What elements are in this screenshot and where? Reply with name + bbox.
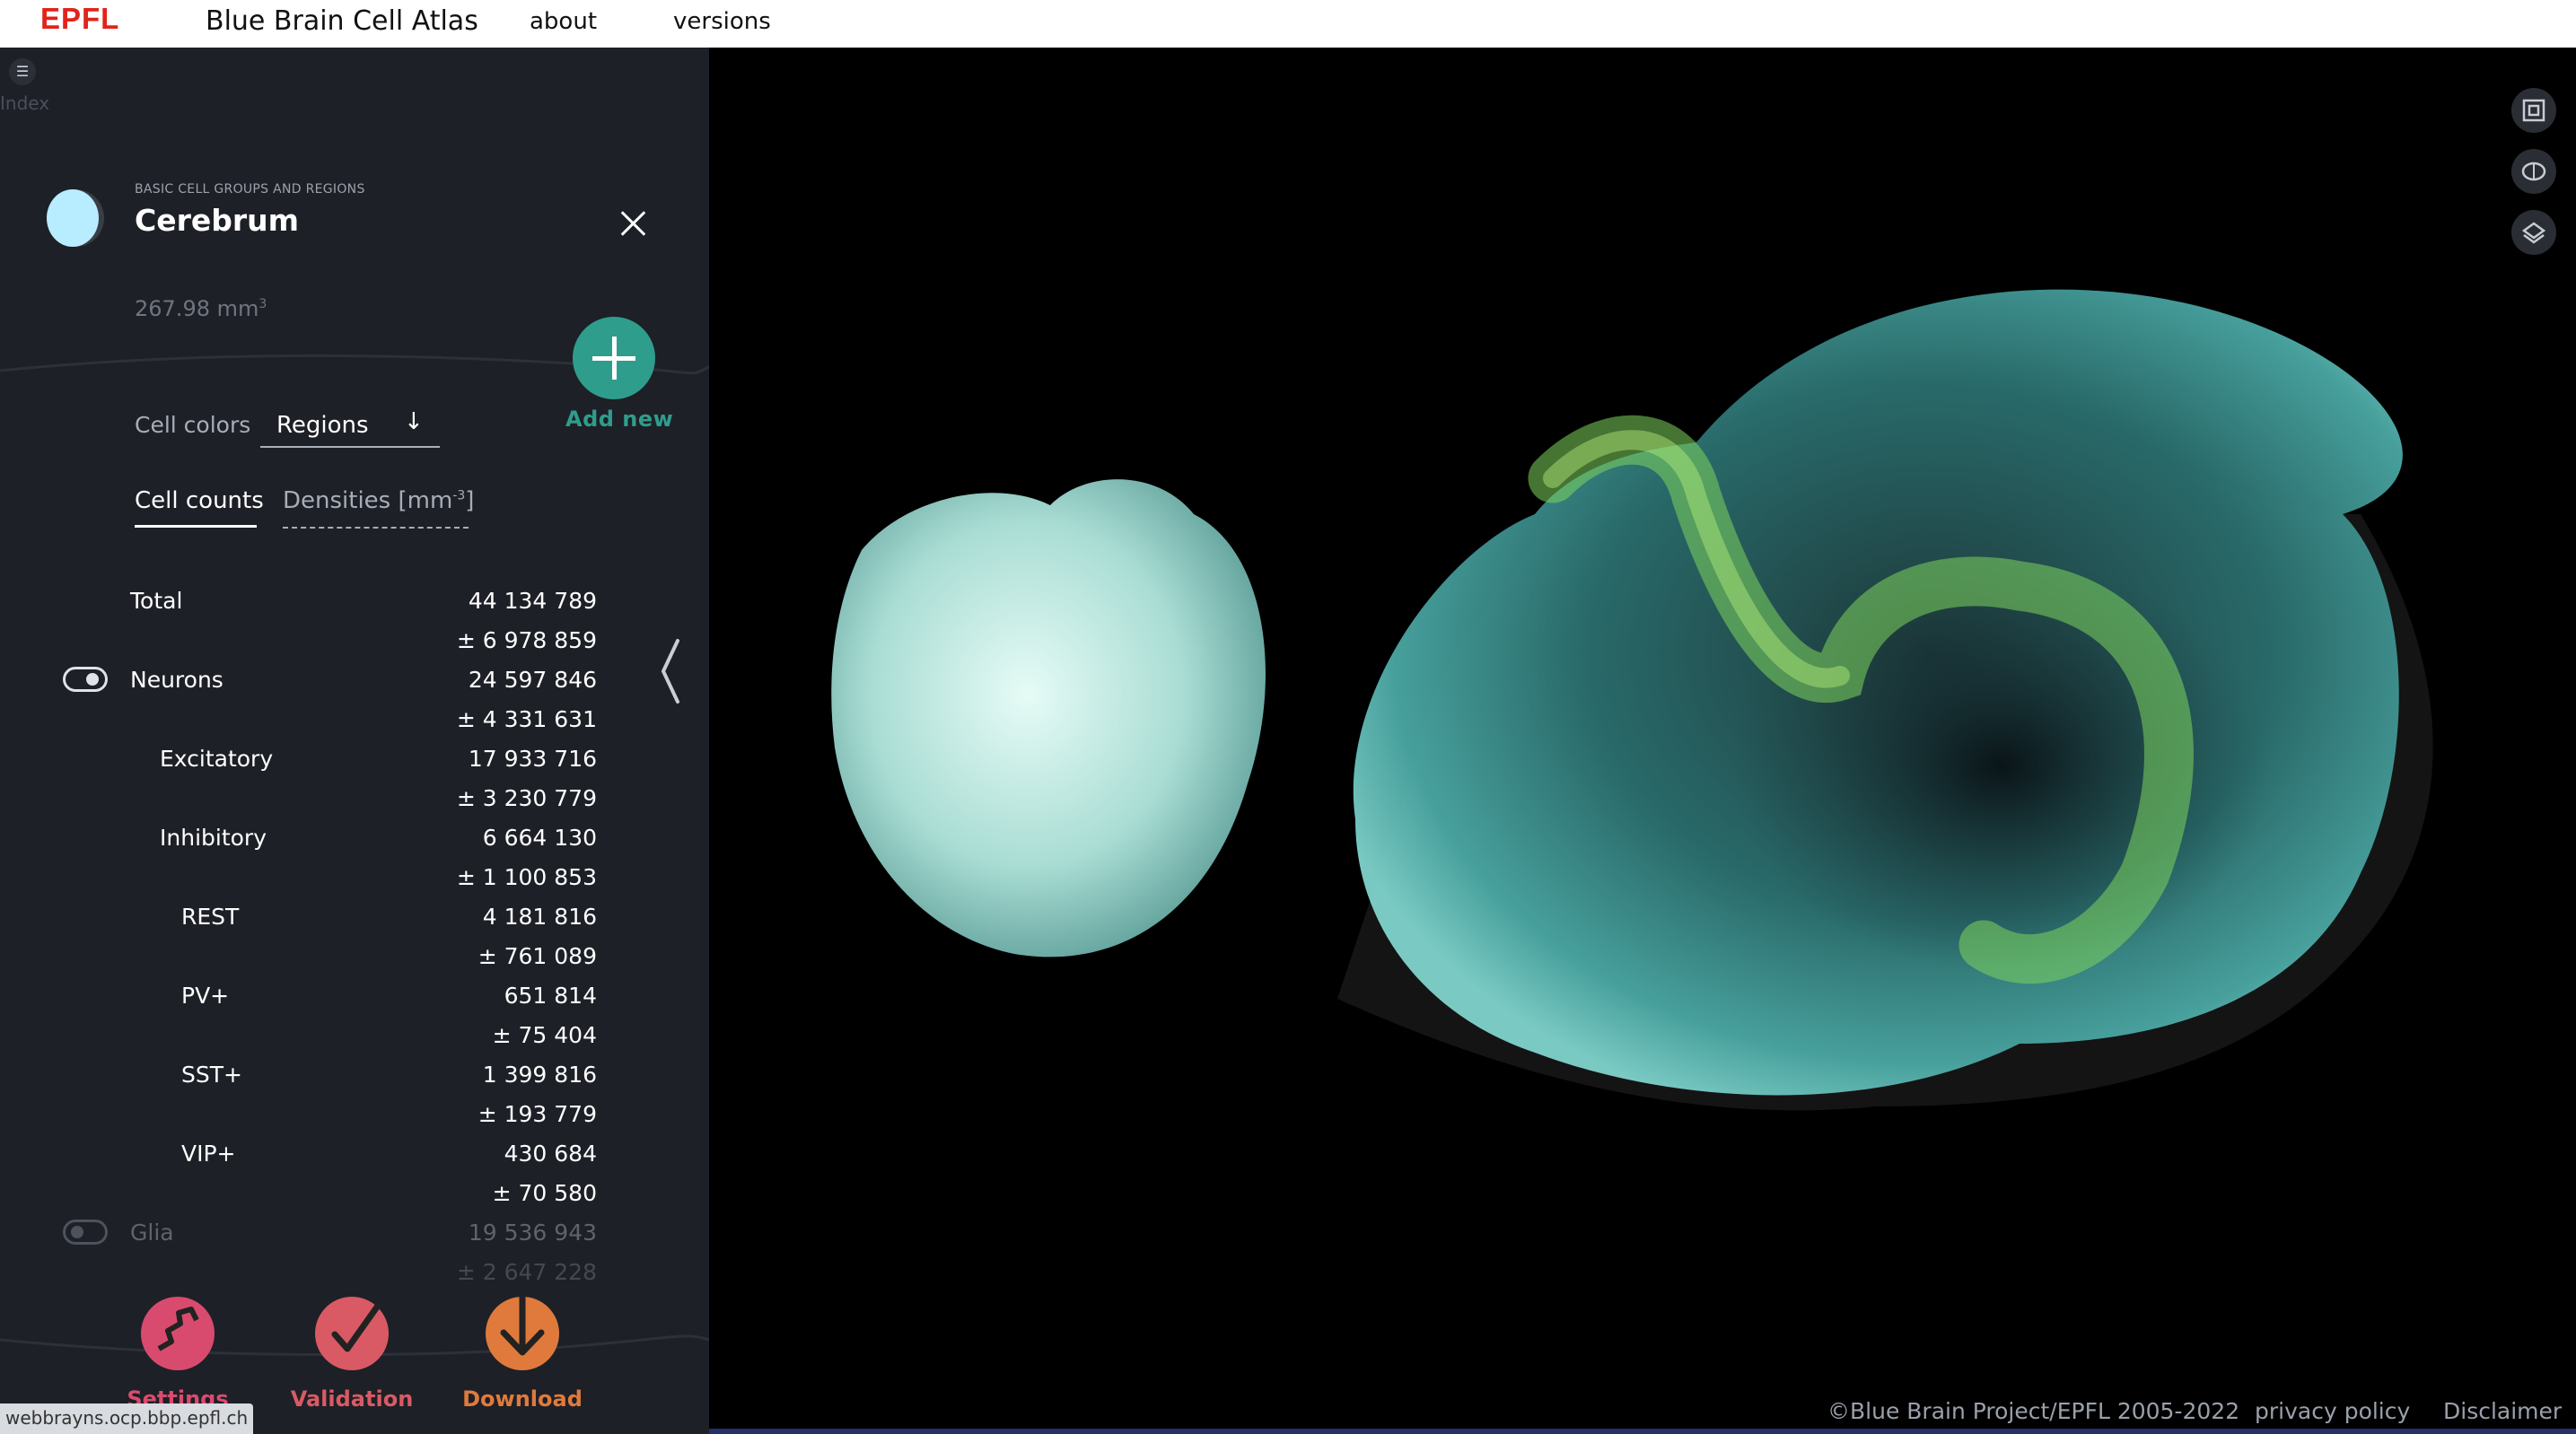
table-row: Neurons 24 597 846 ± 4 331 631 (0, 667, 709, 746)
row-value: 24 597 846 (468, 667, 597, 693)
row-label: REST (181, 904, 240, 930)
row-value: 44 134 789 (468, 588, 597, 614)
brain-view-icon[interactable] (2511, 149, 2556, 194)
table-row: REST 4 181 816 ± 761 089 (0, 904, 709, 983)
table-row: Inhibitory 6 664 130 ± 1 100 853 (0, 825, 709, 904)
region-volume-exponent: 3 (258, 297, 267, 311)
tab-densities-exponent: -3 (452, 488, 466, 503)
glia-toggle[interactable] (63, 1220, 108, 1245)
validation-icon (315, 1297, 389, 1370)
row-label: SST+ (181, 1062, 242, 1088)
row-error: ± 193 779 (478, 1101, 597, 1127)
row-error: ± 4 331 631 (456, 706, 597, 732)
index-label: Index (0, 92, 50, 114)
row-error: ± 2 647 228 (456, 1259, 597, 1285)
row-error: ± 75 404 (492, 1022, 597, 1048)
decorative-wave-bottom (0, 1334, 709, 1357)
table-row: PV+ 651 814 ± 75 404 (0, 983, 709, 1062)
row-label: VIP+ (181, 1141, 236, 1167)
row-label: PV+ (181, 983, 230, 1009)
cell-colors-select[interactable]: Regions ↓ (260, 403, 440, 448)
disclaimer-link[interactable]: Disclaimer (2443, 1398, 2563, 1424)
tab-densities-label: Densities [mm (283, 487, 453, 514)
chevron-left-icon[interactable] (651, 635, 687, 707)
brain-3d-viewer[interactable]: ©Blue Brain Project/EPFL 2005-2022 priva… (709, 48, 2576, 1434)
row-error: ± 1 100 853 (456, 864, 597, 890)
arrow-down-icon: ↓ (404, 408, 424, 435)
row-value: 19 536 943 (468, 1220, 597, 1246)
brain-render[interactable] (709, 48, 2576, 1434)
table-row: Total 44 134 789 ± 6 978 859 (0, 588, 709, 667)
row-error: ± 6 978 859 (456, 627, 597, 653)
row-error: ± 761 089 (478, 943, 597, 969)
download-button[interactable]: Download (460, 1290, 585, 1412)
validation-label: Validation (290, 1386, 414, 1412)
row-value: 4 181 816 (482, 904, 597, 930)
copyright-text: ©Blue Brain Project/EPFL 2005-2022 (1827, 1398, 2240, 1424)
region-volume: 267.98 mm3 (135, 296, 267, 321)
decorative-wave (0, 354, 709, 375)
epfl-logo[interactable]: EPFL (40, 2, 120, 35)
row-value: 651 814 (504, 983, 597, 1009)
tab-cell-counts[interactable]: Cell counts (135, 487, 264, 528)
row-value: 6 664 130 (482, 825, 597, 851)
status-url: webbrayns.ocp.bbp.epfl.ch (0, 1403, 254, 1434)
app-title[interactable]: Blue Brain Cell Atlas (206, 5, 478, 37)
table-row: Excitatory 17 933 716 ± 3 230 779 (0, 746, 709, 825)
settings-button[interactable]: Settings (124, 1297, 232, 1412)
row-value: 17 933 716 (468, 746, 597, 772)
row-label: Inhibitory (160, 825, 267, 851)
row-label: Total (130, 588, 183, 614)
region-volume-value: 267.98 mm (135, 296, 259, 321)
top-bar: EPFL Blue Brain Cell Atlas about version… (0, 0, 2576, 48)
menu-icon[interactable]: ☰ (9, 58, 36, 85)
cell-colors-label: Cell colors (135, 412, 251, 438)
table-row: SST+ 1 399 816 ± 193 779 (0, 1062, 709, 1141)
tab-densities-close: ] (465, 487, 475, 514)
slice-view-icon[interactable] (2511, 210, 2556, 255)
fit-view-icon[interactable] (2511, 88, 2556, 133)
cell-info-panel: ☰ Index BASIC CELL GROUPS AND REGIONS Ce… (0, 48, 709, 1434)
settings-icon (141, 1297, 215, 1370)
download-icon (486, 1290, 559, 1370)
neurons-toggle[interactable] (63, 667, 108, 692)
row-label: Neurons (130, 667, 223, 693)
download-label: Download (462, 1386, 583, 1412)
bottom-border (709, 1429, 2576, 1434)
row-label: Excitatory (160, 746, 274, 772)
validation-button[interactable]: Validation (289, 1297, 415, 1412)
cell-colors-value: Regions (276, 412, 369, 439)
region-color-swatch (47, 189, 104, 247)
table-row: Glia 19 536 943 ± 2 647 228 (0, 1220, 709, 1298)
row-error: ± 3 230 779 (456, 785, 597, 811)
row-value: 430 684 (504, 1141, 597, 1167)
table-row: VIP+ 430 684 ± 70 580 (0, 1141, 709, 1220)
add-new-label[interactable]: Add new (565, 407, 674, 432)
add-new-button[interactable] (573, 317, 655, 399)
close-icon[interactable] (618, 207, 650, 240)
row-label: Glia (130, 1220, 174, 1246)
nav-versions-link[interactable]: versions (673, 8, 771, 35)
tab-densities[interactable]: Densities [mm-3] (283, 487, 475, 529)
nav-about-link[interactable]: about (530, 8, 598, 35)
privacy-policy-link[interactable]: privacy policy (2255, 1398, 2411, 1424)
region-category-label: BASIC CELL GROUPS AND REGIONS (135, 182, 365, 197)
row-error: ± 70 580 (492, 1180, 597, 1206)
row-value: 1 399 816 (482, 1062, 597, 1088)
region-name: Cerebrum (135, 203, 300, 238)
